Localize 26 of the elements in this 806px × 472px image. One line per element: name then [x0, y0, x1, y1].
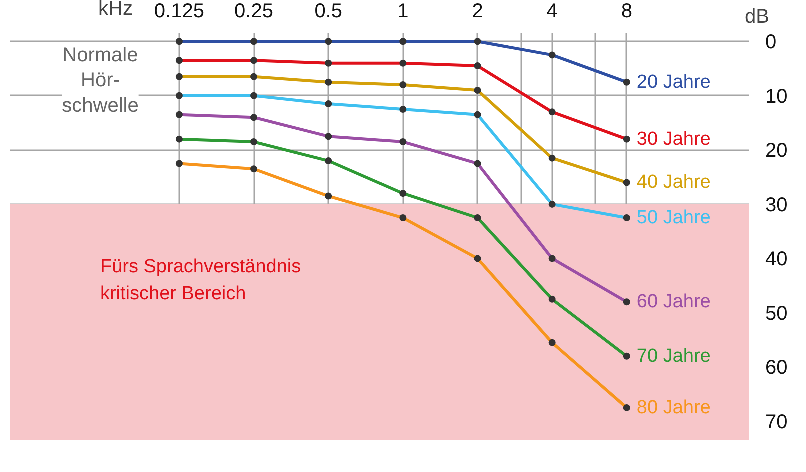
y-tick-label: 20: [766, 140, 788, 162]
series-label: 20 Jahre: [636, 72, 711, 93]
x-tick-label: 0.5: [314, 0, 343, 22]
series-label: 60 Jahre: [636, 292, 711, 313]
y-tick-label: 10: [766, 86, 788, 108]
series-label: 50 Jahre: [636, 208, 711, 229]
x-tick-label: 4: [546, 0, 558, 22]
series-label: 80 Jahre: [636, 397, 711, 418]
y-tick-label: 70: [766, 412, 788, 434]
y-tick-label: 60: [766, 357, 788, 380]
y-tick-label: 0: [766, 32, 777, 54]
annotation: Normale Hör- schwelle: [62, 44, 139, 117]
x-tick-label: 1: [398, 0, 409, 22]
x-axis-title: kHz: [98, 0, 133, 20]
y-tick-label: 30: [766, 194, 788, 216]
x-tick-label: 0.25: [234, 0, 274, 22]
y-tick-label: 50: [766, 302, 788, 325]
series-label: 40 Jahre: [636, 172, 711, 194]
band-label: Fürs Sprachverständnis kritischer Bereich: [100, 256, 302, 305]
x-tick-label: 2: [472, 0, 484, 22]
x-tick-label: 8: [621, 0, 632, 22]
y-tick-label: 40: [766, 248, 788, 271]
series-label: 30 Jahre: [636, 128, 711, 150]
x-tick-label: 0.125: [154, 0, 204, 22]
series-label: 70 Jahre: [636, 346, 711, 367]
y-axis-title: dB: [745, 6, 770, 28]
